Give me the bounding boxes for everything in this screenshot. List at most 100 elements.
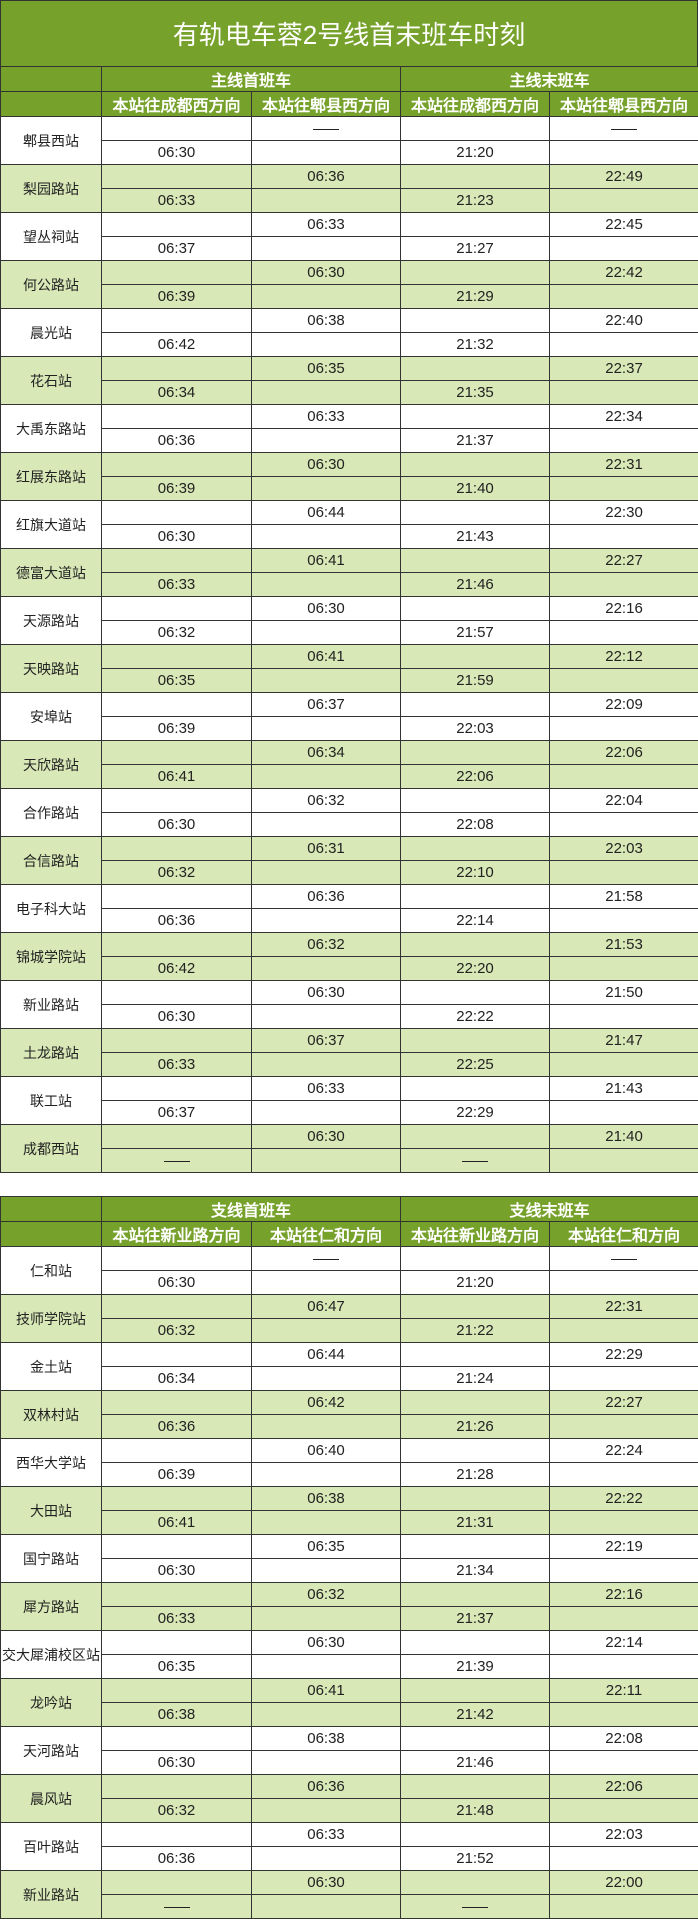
- empty-cell: [102, 1439, 252, 1463]
- station-name: 大田站: [1, 1487, 102, 1535]
- station-name: 晨光站: [1, 309, 102, 357]
- empty-cell: [401, 741, 550, 765]
- station-name: 郫县西站: [1, 117, 102, 165]
- empty-cell: [550, 525, 698, 549]
- empty-cell: [102, 213, 252, 237]
- station-name: 天欣路站: [1, 741, 102, 789]
- empty-cell: [401, 1727, 550, 1751]
- station-name: 仁和站: [1, 1247, 102, 1295]
- last-train-dir-a: 21:35: [401, 381, 550, 405]
- station-row: 郫县西站: [1, 117, 698, 141]
- last-train-dir-b: 22:30: [550, 501, 698, 525]
- empty-cell: [401, 1343, 550, 1367]
- empty-cell: [252, 381, 401, 405]
- station-name: 西华大学站: [1, 1439, 102, 1487]
- empty-cell: [401, 1583, 550, 1607]
- branch-line-timetable: 支线首班车 支线末班车 本站往新业路方向 本站往仁和方向 本站往新业路方向 本站…: [0, 1196, 698, 1919]
- first-train-dir-b: 06:30: [252, 597, 401, 621]
- first-train-dir-a: 06:36: [102, 909, 252, 933]
- empty-cell: [401, 501, 550, 525]
- empty-cell: [550, 1463, 698, 1487]
- station-name: 天河路站: [1, 1727, 102, 1775]
- last-train-dir-a: 21:42: [401, 1703, 550, 1727]
- empty-cell: [401, 453, 550, 477]
- empty-cell: [252, 1053, 401, 1077]
- first-train-dir-b: 06:44: [252, 501, 401, 525]
- station-name: 土龙路站: [1, 1029, 102, 1077]
- last-train-dir-a: 21:46: [401, 1751, 550, 1775]
- first-train-dir-a: 06:42: [102, 957, 252, 981]
- empty-cell: [401, 1247, 550, 1271]
- last-train-dir-b: 22:31: [550, 453, 698, 477]
- empty-cell: [401, 1871, 550, 1895]
- first-train-dir-a: 06:42: [102, 333, 252, 357]
- empty-cell: [550, 669, 698, 693]
- first-train-dir-a: 06:37: [102, 1101, 252, 1125]
- empty-cell: [102, 549, 252, 573]
- empty-cell: [401, 165, 550, 189]
- first-train-dir-b: 06:42: [252, 1391, 401, 1415]
- station-row-lower: [1, 1149, 698, 1173]
- empty-cell: [102, 741, 252, 765]
- first-train-dir-b: 06:38: [252, 1487, 401, 1511]
- empty-cell: [102, 357, 252, 381]
- empty-cell: [252, 573, 401, 597]
- empty-cell: [102, 1077, 252, 1101]
- first-train-dir-b: 06:38: [252, 1727, 401, 1751]
- first-dir-b-header: 本站往郫县西方向: [252, 92, 401, 117]
- first-train-dir-a: 06:34: [102, 381, 252, 405]
- last-train-dir-a: 21:22: [401, 1319, 550, 1343]
- station-name: 德富大道站: [1, 549, 102, 597]
- empty-cell: [102, 693, 252, 717]
- empty-cell: [252, 1847, 401, 1871]
- first-train-dir-b: 06:37: [252, 1029, 401, 1053]
- station-name: 龙吟站: [1, 1679, 102, 1727]
- last-train-dir-a: 22:29: [401, 1101, 550, 1125]
- last-train-dir-b: 21:47: [550, 1029, 698, 1053]
- last-train-dir-b: 22:27: [550, 1391, 698, 1415]
- empty-cell: [252, 1271, 401, 1295]
- station-name: 合信路站: [1, 837, 102, 885]
- station-name: 电子科大站: [1, 885, 102, 933]
- first-train-dir-a: 06:41: [102, 1511, 252, 1535]
- empty-cell: [550, 381, 698, 405]
- last-train-dir-a: 21:48: [401, 1799, 550, 1823]
- first-train-dir-b: 06:38: [252, 309, 401, 333]
- empty-cell: [401, 261, 550, 285]
- no-service-dash: [462, 1907, 488, 1908]
- empty-cell: [550, 1703, 698, 1727]
- station-name: 安埠站: [1, 693, 102, 741]
- last-train-dir-a: 21:37: [401, 1607, 550, 1631]
- empty-cell: [102, 453, 252, 477]
- last-train-dir-a: 22:22: [401, 1005, 550, 1029]
- empty-cell: [550, 1655, 698, 1679]
- station-name: 国宁路站: [1, 1535, 102, 1583]
- first-train-dir-a: 06:30: [102, 1559, 252, 1583]
- station-name: 成都西站: [1, 1125, 102, 1173]
- first-train-dir-b: 06:35: [252, 1535, 401, 1559]
- last-train-dir-b: 22:27: [550, 549, 698, 573]
- last-train-dir-b: 22:03: [550, 837, 698, 861]
- empty-cell: [102, 645, 252, 669]
- last-train-dir-a: 21:39: [401, 1655, 550, 1679]
- page-title: 有轨电车蓉2号线首末班车时刻: [0, 0, 698, 66]
- last-train-dir-a: 21:59: [401, 669, 550, 693]
- last-train-dir-b: 22:37: [550, 357, 698, 381]
- station-name: 梨园路站: [1, 165, 102, 213]
- first-train-dir-a: 06:36: [102, 429, 252, 453]
- first-train-dir-b: 06:47: [252, 1295, 401, 1319]
- empty-cell: [102, 1247, 252, 1271]
- first-train-dir-b: 06:41: [252, 549, 401, 573]
